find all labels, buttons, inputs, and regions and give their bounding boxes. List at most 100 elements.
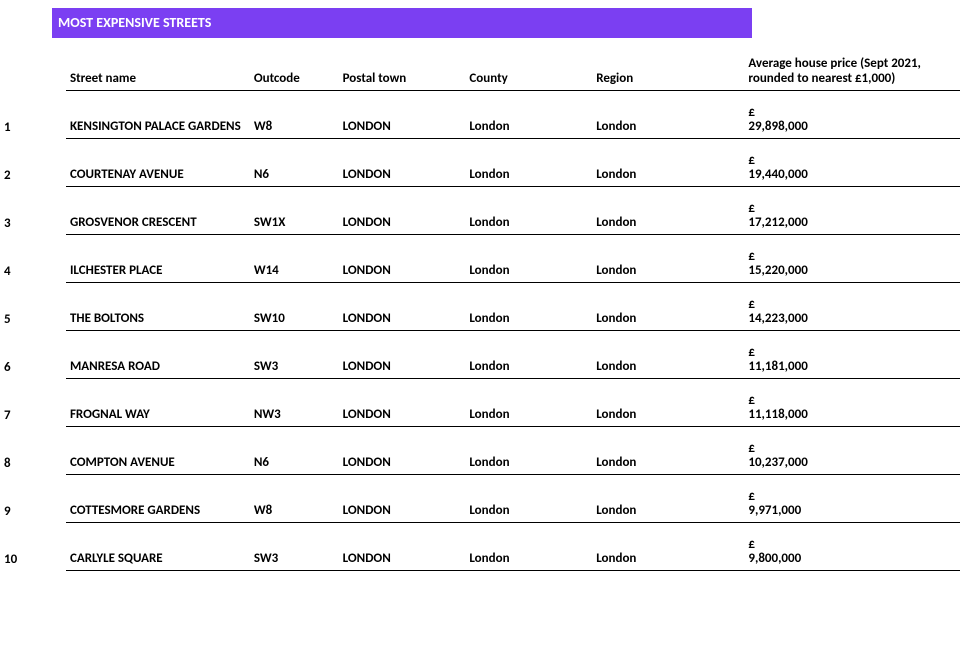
currency-symbol: £ [748,106,954,120]
col-region: Region [592,38,744,91]
cell-rank: 1 [0,91,66,139]
cell-postal: LONDON [339,139,466,187]
cell-postal: LONDON [339,523,466,571]
cell-street: MANRESA ROAD [66,331,250,379]
table-row: 10CARLYLE SQUARESW3LONDONLondonLondon£9,… [0,523,960,571]
table-row: 4ILCHESTER PLACEW14LONDONLondonLondon£15… [0,235,960,283]
col-street: Street name [66,38,250,91]
cell-outcode: N6 [250,139,339,187]
cell-region: London [592,379,744,427]
price-amount: 10,237,000 [748,456,954,470]
cell-street: CARLYLE SQUARE [66,523,250,571]
currency-symbol: £ [748,538,954,552]
cell-price: £14,223,000 [744,283,960,331]
table-row: 1KENSINGTON PALACE GARDENSW8LONDONLondon… [0,91,960,139]
cell-postal: LONDON [339,187,466,235]
price-amount: 11,181,000 [748,360,954,374]
cell-county: London [465,235,592,283]
currency-symbol: £ [748,490,954,504]
cell-outcode: NW3 [250,379,339,427]
col-outcode: Outcode [250,38,339,91]
currency-symbol: £ [748,250,954,264]
currency-symbol: £ [748,202,954,216]
cell-postal: LONDON [339,235,466,283]
cell-outcode: SW10 [250,283,339,331]
cell-street: KENSINGTON PALACE GARDENS [66,91,250,139]
price-amount: 29,898,000 [748,120,954,134]
col-county: County [465,38,592,91]
col-rank [0,38,66,91]
cell-county: London [465,331,592,379]
cell-postal: LONDON [339,427,466,475]
currency-symbol: £ [748,394,954,408]
cell-street: COTTESMORE GARDENS [66,475,250,523]
currency-symbol: £ [748,154,954,168]
streets-table: Street name Outcode Postal town County R… [0,38,960,571]
cell-outcode: SW1X [250,187,339,235]
cell-rank: 7 [0,379,66,427]
cell-postal: LONDON [339,379,466,427]
cell-county: London [465,475,592,523]
cell-outcode: SW3 [250,331,339,379]
price-amount: 19,440,000 [748,168,954,182]
cell-rank: 8 [0,427,66,475]
cell-price: £19,440,000 [744,139,960,187]
cell-county: London [465,523,592,571]
table-container: MOST EXPENSIVE STREETS Street name Outco… [0,0,960,571]
cell-price: £15,220,000 [744,235,960,283]
cell-rank: 3 [0,187,66,235]
currency-symbol: £ [748,298,954,312]
cell-region: London [592,331,744,379]
cell-region: London [592,235,744,283]
price-amount: 17,212,000 [748,216,954,230]
header-row: Street name Outcode Postal town County R… [0,38,960,91]
col-postal: Postal town [339,38,466,91]
table-row: 3GROSVENOR CRESCENTSW1XLONDONLondonLondo… [0,187,960,235]
currency-symbol: £ [748,442,954,456]
cell-rank: 5 [0,283,66,331]
cell-street: ILCHESTER PLACE [66,235,250,283]
cell-outcode: W14 [250,235,339,283]
cell-street: GROSVENOR CRESCENT [66,187,250,235]
table-row: 6MANRESA ROADSW3LONDONLondonLondon£11,18… [0,331,960,379]
cell-price: £9,800,000 [744,523,960,571]
cell-region: London [592,139,744,187]
price-amount: 9,971,000 [748,504,954,518]
cell-county: London [465,139,592,187]
currency-symbol: £ [748,346,954,360]
cell-postal: LONDON [339,91,466,139]
col-price: Average house price (Sept 2021, rounded … [744,38,960,91]
cell-rank: 9 [0,475,66,523]
cell-price: £11,118,000 [744,379,960,427]
cell-rank: 4 [0,235,66,283]
price-amount: 9,800,000 [748,552,954,566]
cell-county: London [465,379,592,427]
cell-county: London [465,91,592,139]
table-row: 2COURTENAY AVENUEN6LONDONLondonLondon£19… [0,139,960,187]
table-body: 1KENSINGTON PALACE GARDENSW8LONDONLondon… [0,91,960,571]
price-amount: 11,118,000 [748,408,954,422]
title-bar: MOST EXPENSIVE STREETS [52,8,752,38]
cell-price: £10,237,000 [744,427,960,475]
cell-price: £17,212,000 [744,187,960,235]
table-row: 8COMPTON AVENUEN6LONDONLondonLondon£10,2… [0,427,960,475]
cell-region: London [592,475,744,523]
cell-county: London [465,283,592,331]
cell-region: London [592,283,744,331]
cell-price: £11,181,000 [744,331,960,379]
cell-outcode: SW3 [250,523,339,571]
price-amount: 15,220,000 [748,264,954,278]
cell-outcode: N6 [250,427,339,475]
table-row: 9COTTESMORE GARDENSW8LONDONLondonLondon£… [0,475,960,523]
cell-street: COMPTON AVENUE [66,427,250,475]
cell-outcode: W8 [250,475,339,523]
table-row: 5THE BOLTONSSW10LONDONLondonLondon£14,22… [0,283,960,331]
cell-county: London [465,427,592,475]
table-row: 7FROGNAL WAYNW3LONDONLondonLondon£11,118… [0,379,960,427]
cell-price: £29,898,000 [744,91,960,139]
cell-county: London [465,187,592,235]
cell-region: London [592,427,744,475]
cell-region: London [592,91,744,139]
cell-street: FROGNAL WAY [66,379,250,427]
cell-region: London [592,187,744,235]
